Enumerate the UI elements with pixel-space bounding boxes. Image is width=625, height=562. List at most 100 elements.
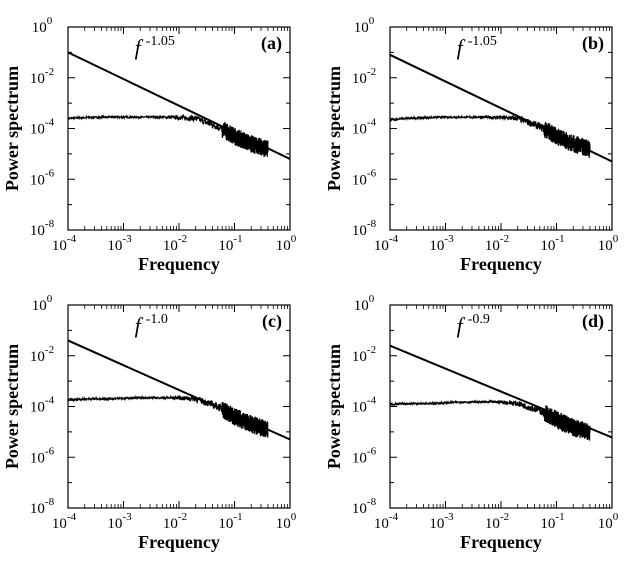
x-tick-label-base: 10 [485,516,500,532]
x-tick-label-base: 10 [374,516,389,532]
y-tick-label-base: 10 [32,298,47,314]
x-tick-label-base: 10 [218,238,233,254]
y-tick-label-base: 10 [30,122,45,138]
y-tick-label: 10-6 [30,445,55,466]
x-tick-label: 100 [276,511,297,532]
x-tick-label-exponent: -4 [67,511,77,523]
x-tick-label-exponent: 0 [613,233,619,245]
plot-data-area [390,53,612,163]
x-tick-label-exponent: -3 [444,511,454,523]
y-tick-label: 100 [354,15,375,36]
chart-panel-3: 10-4 10-3 10-2 10-1 10010-810-610-410-2100Fr… [2,293,297,552]
x-tick-label-base: 10 [374,238,389,254]
y-tick-label-base: 10 [352,71,367,87]
y-tick-label: 10-2 [352,344,376,365]
x-tick-label: 10-3 [429,511,454,532]
x-tick-label-base: 10 [485,238,500,254]
x-tick-label-base: 10 [107,516,122,532]
x-tick-label: 10-3 [107,233,132,254]
fit-label-exponent: -1.05 [468,34,497,49]
x-tick-label-exponent: -3 [122,233,132,245]
power-spectrum-tail [543,405,591,441]
y-tick-label-exponent: 0 [369,15,375,27]
x-axis-title: Frequency [138,532,220,552]
x-tick-label-base: 10 [218,516,233,532]
x-tick-label-exponent: -3 [122,511,132,523]
y-tick-label-base: 10 [30,71,45,87]
y-tick-label: 100 [32,293,53,314]
power-spectrum-tail [221,122,269,157]
x-axis-title: Frequency [460,254,542,274]
panel-label: (d) [582,311,604,332]
x-tick-label-exponent: 0 [291,511,297,523]
x-tick-label: 10-1 [218,511,242,532]
x-tick-label-exponent: -4 [389,511,399,523]
x-tick-label-base: 10 [52,516,67,532]
x-axis-title: Frequency [460,532,542,552]
x-tick-label-base: 10 [598,516,613,532]
x-tick-label-exponent: -2 [500,233,509,245]
y-tick-label: 100 [354,293,375,314]
fit-label-base: f [135,35,144,60]
y-tick-label-exponent: 0 [47,15,53,27]
x-tick-label: 100 [598,511,619,532]
x-tick-label-exponent: 0 [613,511,619,523]
power-spectrum-tail [221,401,269,438]
fit-label: f -1.05 [457,34,497,60]
x-tick-label-base: 10 [540,238,555,254]
fit-label-exponent: -0.9 [468,312,490,327]
fit-line [390,344,612,439]
fit-label-base: f [135,313,144,338]
x-tick-label-exponent: -1 [555,233,564,245]
panel-label: (a) [261,33,282,54]
plot-data-area [68,339,290,441]
x-axis-title: Frequency [138,254,220,274]
y-tick-label: 100 [32,15,53,36]
y-tick-label-exponent: 0 [47,293,53,305]
x-tick-label: 10-4 [374,233,399,254]
y-tick-label-base: 10 [354,298,369,314]
y-tick-label: 10-8 [352,496,377,517]
x-tick-label-base: 10 [429,516,444,532]
y-tick-label-exponent: -6 [367,167,377,179]
plot-frame [389,26,613,231]
plot-data-area [68,51,290,160]
x-tick-label-exponent: -2 [178,511,187,523]
y-tick-label-base: 10 [30,450,45,466]
y-tick-label: 10-4 [30,395,55,416]
x-tick-label: 10-1 [540,233,564,254]
fit-label-exponent: -1.05 [146,34,175,49]
x-tick-label: 100 [598,233,619,254]
x-tick-label-exponent: -2 [500,511,509,523]
x-tick-label: 10-2 [163,511,187,532]
fit-line [68,339,290,441]
fit-label: f -0.9 [457,312,490,338]
fit-label: f -1.0 [135,312,168,338]
y-tick-label: 10-6 [352,445,377,466]
panel-label: (c) [262,311,282,332]
y-tick-label-exponent: -2 [45,66,54,78]
y-tick-label-base: 10 [352,122,367,138]
y-tick-label-exponent: -8 [367,496,377,508]
plot-frame [389,304,613,509]
x-tick-label: 10-1 [540,511,564,532]
y-tick-label-base: 10 [30,172,45,188]
y-tick-label-exponent: 0 [369,293,375,305]
y-tick-label-base: 10 [30,349,45,365]
x-tick-label-base: 10 [598,238,613,254]
y-tick-label-exponent: -8 [367,218,377,230]
x-tick-label: 10-4 [52,511,77,532]
x-tick-label-exponent: 0 [291,233,297,245]
x-tick-label: 10-3 [107,511,132,532]
y-tick-label-exponent: -2 [367,66,376,78]
fit-line [390,53,612,163]
x-tick-label-exponent: -2 [178,233,187,245]
y-tick-label-exponent: -6 [367,445,377,457]
y-tick-label-base: 10 [352,349,367,365]
x-tick-label-base: 10 [52,238,67,254]
x-tick-label: 10-2 [163,233,187,254]
x-tick-label: 100 [276,233,297,254]
y-tick-label-base: 10 [352,172,367,188]
y-axis-title: Power spectrum [324,344,344,469]
